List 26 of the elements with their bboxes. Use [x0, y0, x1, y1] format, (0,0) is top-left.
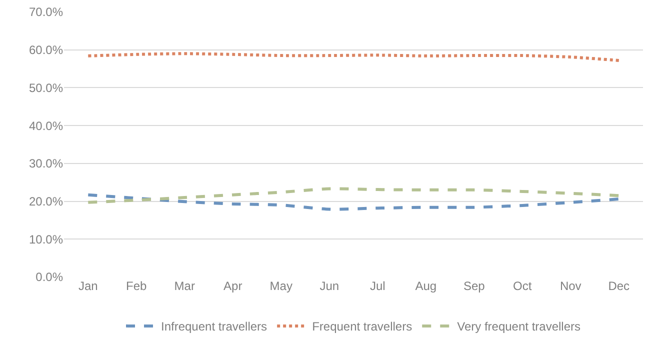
- x-tick-label: Jan: [78, 279, 98, 293]
- y-tick-label: 40.0%: [28, 118, 64, 133]
- y-tick-label: 0.0%: [36, 270, 64, 284]
- x-tick-label: Jun: [320, 279, 340, 293]
- x-tick-label: Aug: [415, 279, 437, 293]
- x-tick-label: Oct: [513, 279, 532, 293]
- legend-label: Infrequent travellers: [161, 320, 268, 334]
- line-series: [86, 193, 620, 211]
- line-series: [86, 52, 620, 62]
- x-tick-label: Nov: [560, 279, 582, 293]
- y-tick-label: 70.0%: [28, 5, 64, 20]
- y-tick-label: 60.0%: [28, 43, 64, 58]
- y-tick-label: 20.0%: [28, 194, 64, 208]
- y-tick-label: 30.0%: [28, 156, 64, 171]
- x-tick-label: Jul: [370, 279, 386, 293]
- x-tick-label: Dec: [608, 279, 630, 293]
- x-tick-label: Apr: [224, 279, 242, 293]
- x-tick-label: Feb: [126, 279, 148, 293]
- line-series: [86, 187, 620, 204]
- legend-label: Frequent travellers: [312, 320, 412, 334]
- y-tick-label: 10.0%: [28, 232, 64, 246]
- x-tick-label: Mar: [174, 279, 195, 293]
- x-tick-label: Sep: [463, 279, 486, 293]
- x-tick-label: May: [270, 279, 292, 293]
- y-tick-label: 50.0%: [28, 80, 64, 95]
- legend-label: Very frequent travellers: [457, 320, 581, 334]
